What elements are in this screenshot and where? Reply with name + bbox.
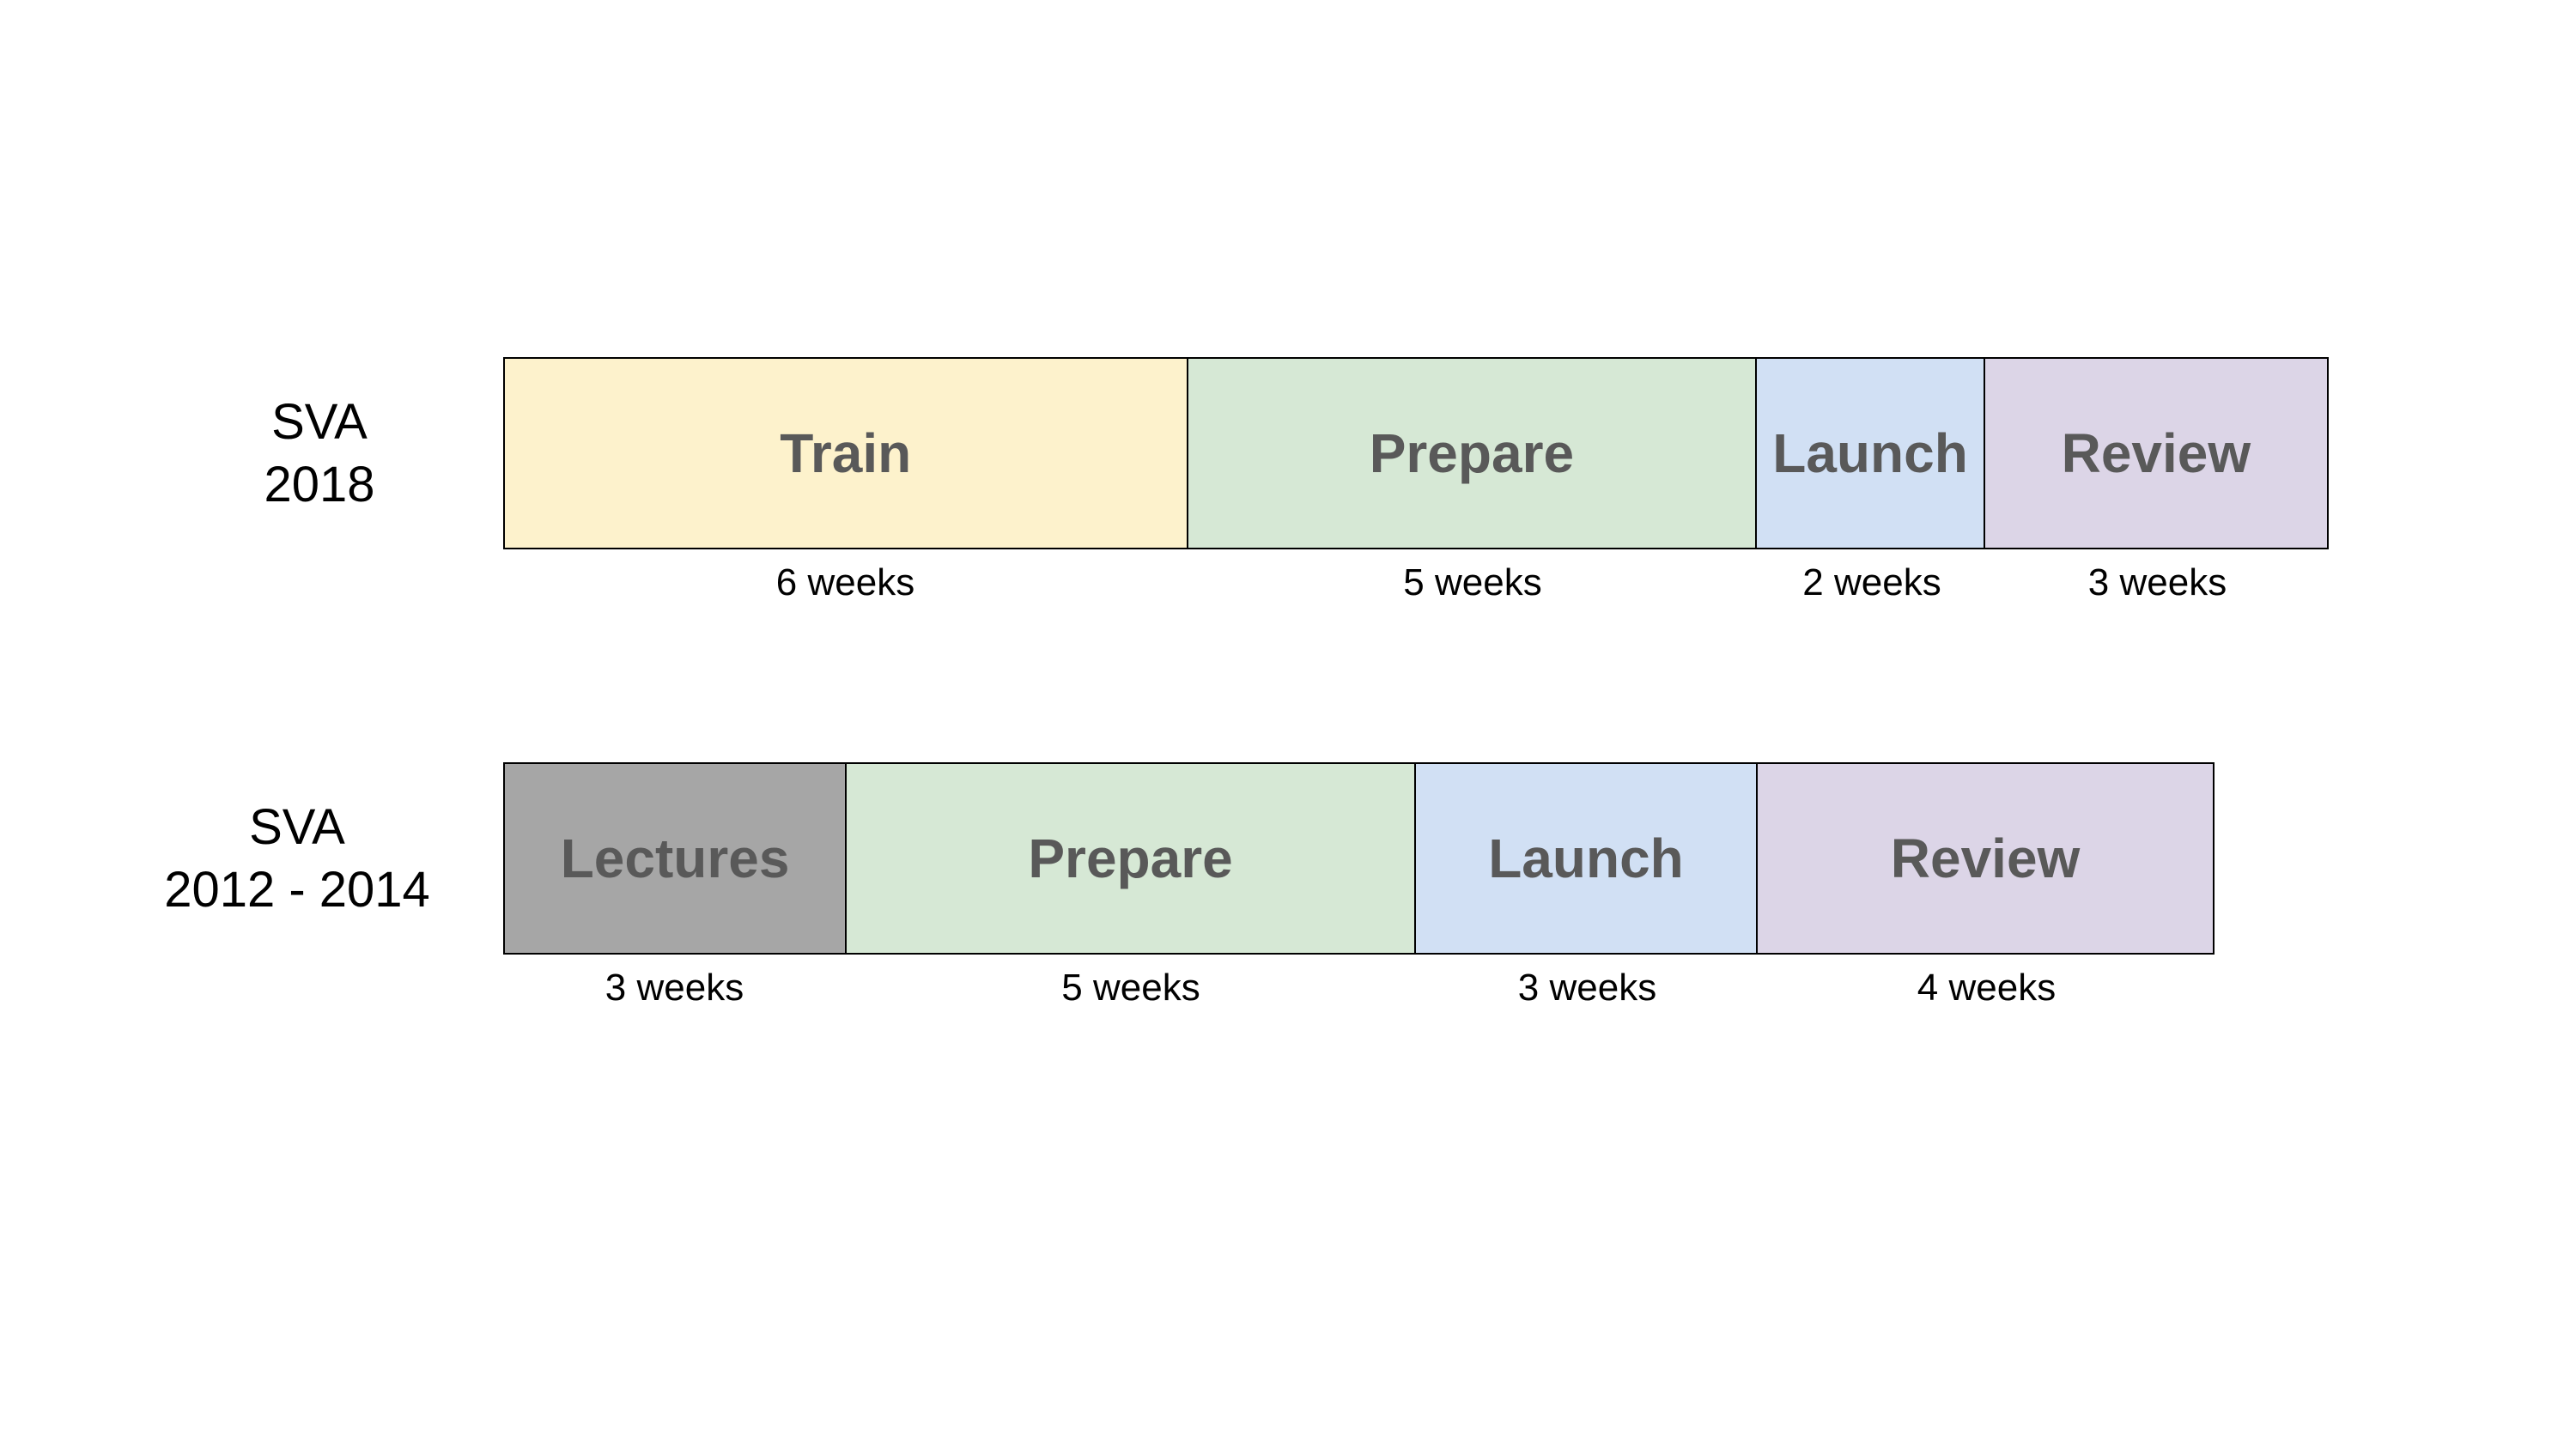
duration-label: 3 weeks	[1986, 561, 2329, 604]
phase-label: Lectures	[561, 827, 790, 890]
segment-launch: Launch	[1757, 359, 1985, 548]
segment-prepare: Prepare	[847, 764, 1416, 953]
duration-row-sva-2012-2014: 3 weeks 5 weeks 3 weeks 4 weeks	[503, 967, 2215, 1009]
timeline-chart: SVA 2018 Train Prepare Launch Review 6 w…	[0, 0, 2576, 1449]
row-label-line2: 2018	[264, 457, 374, 512]
segment-train: Train	[505, 359, 1188, 548]
bar-sva-2012-2014: Lectures Prepare Launch Review	[503, 762, 2215, 955]
duration-label: 3 weeks	[503, 967, 846, 1009]
row-sva-2018: SVA 2018 Train Prepare Launch Review 6 w…	[0, 357, 2576, 549]
row-label-line2: 2012 - 2014	[164, 862, 430, 918]
phase-label: Launch	[1488, 827, 1684, 890]
bar-sva-2018: Train Prepare Launch Review	[503, 357, 2329, 549]
segment-prepare: Prepare	[1188, 359, 1758, 548]
row-label-line1: SVA	[249, 799, 345, 855]
duration-label: 3 weeks	[1416, 967, 1759, 1009]
duration-label: 5 weeks	[1188, 561, 1758, 604]
segment-lectures: Lectures	[505, 764, 847, 953]
segment-review: Review	[1758, 764, 2213, 953]
bar-wrap-sva-2012-2014: Lectures Prepare Launch Review 3 weeks 5…	[503, 762, 2215, 955]
row-sva-2012-2014: SVA 2012 - 2014 Lectures Prepare Launch …	[0, 762, 2576, 955]
phase-label: Train	[780, 421, 911, 485]
bar-wrap-sva-2018: Train Prepare Launch Review 6 weeks 5 we…	[503, 357, 2329, 549]
phase-label: Review	[1891, 827, 2081, 890]
duration-label: 2 weeks	[1758, 561, 1986, 604]
duration-label: 5 weeks	[846, 967, 1416, 1009]
row-label-line1: SVA	[271, 394, 368, 450]
duration-label: 6 weeks	[503, 561, 1188, 604]
phase-label: Review	[2062, 421, 2251, 485]
duration-label: 4 weeks	[1759, 967, 2215, 1009]
row-label-sva-2018: SVA 2018	[191, 391, 448, 516]
segment-review: Review	[1985, 359, 2327, 548]
phase-label: Prepare	[1028, 827, 1232, 890]
duration-row-sva-2018: 6 weeks 5 weeks 2 weeks 3 weeks	[503, 561, 2329, 604]
row-label-sva-2012-2014: SVA 2012 - 2014	[125, 797, 469, 921]
phase-label: Prepare	[1370, 421, 1574, 485]
phase-label: Launch	[1772, 421, 1968, 485]
segment-launch: Launch	[1416, 764, 1758, 953]
